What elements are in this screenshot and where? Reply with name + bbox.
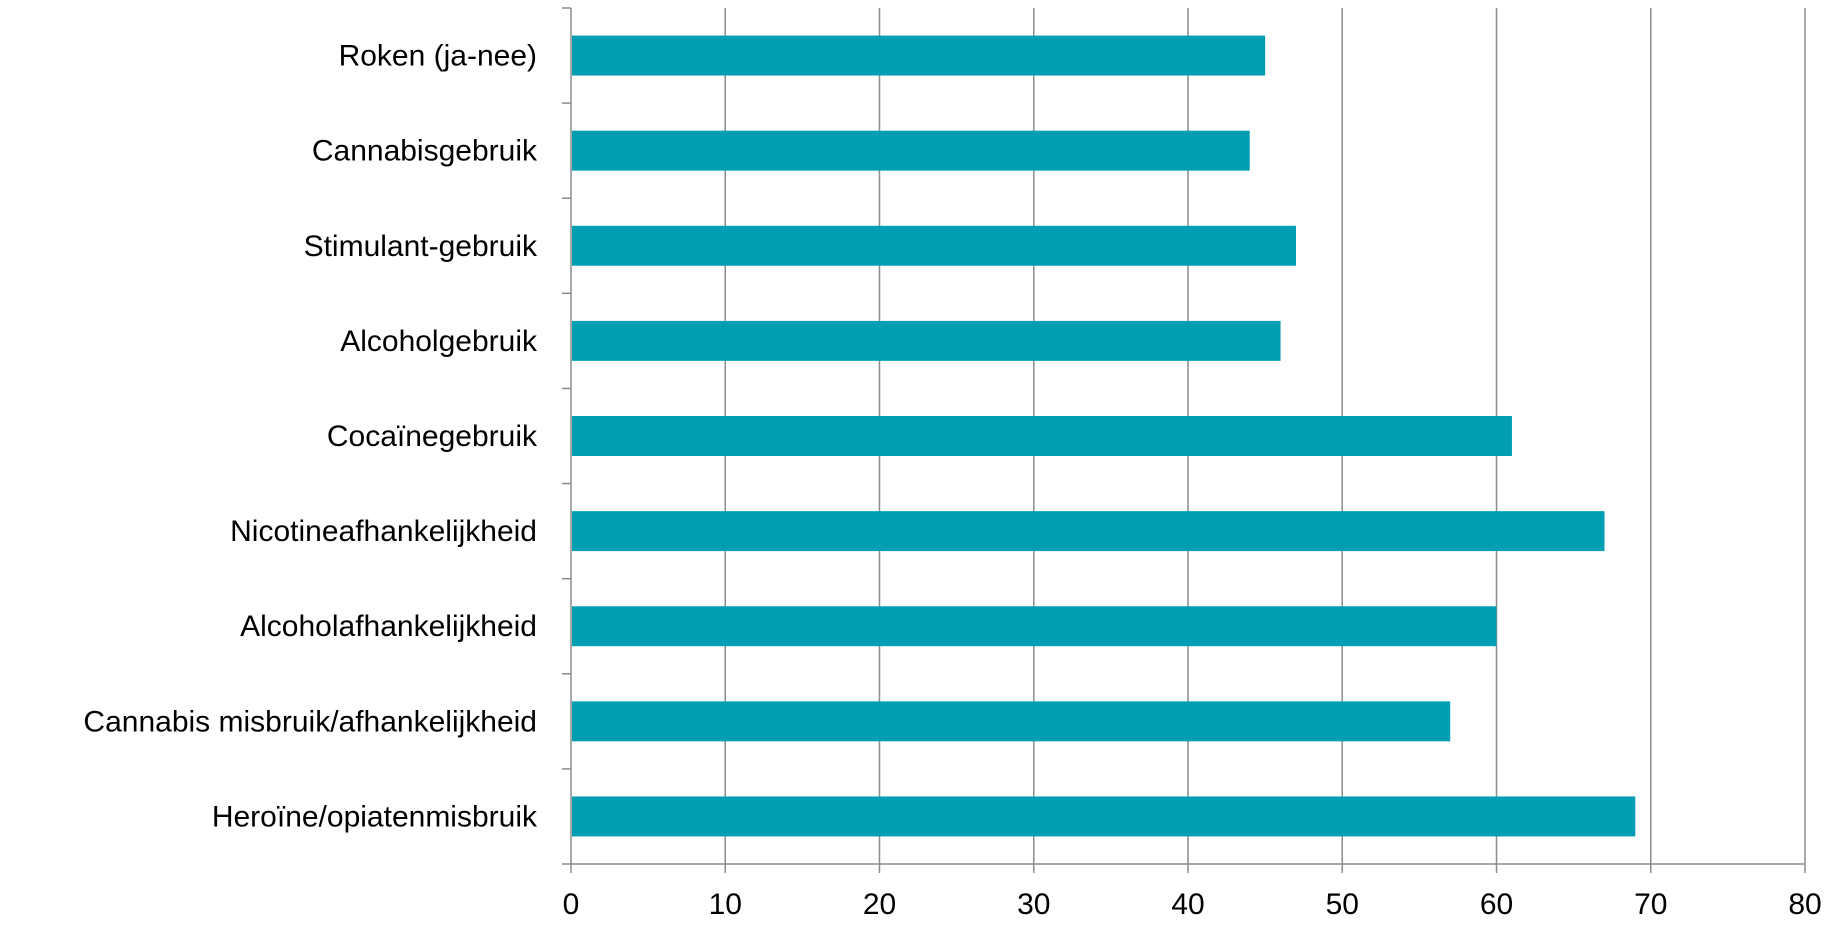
category-label: Nicotineafhankelijkheid — [230, 515, 537, 548]
x-tick-label: 50 — [1326, 888, 1359, 921]
x-tick-label: 20 — [863, 888, 896, 921]
axes — [562, 7, 1806, 873]
bar — [572, 35, 1266, 76]
bars — [572, 35, 1636, 837]
category-label: Cannabis misbruik/afhankelijkheid — [83, 705, 537, 738]
bar — [572, 416, 1512, 456]
category-label: Cannabisgebruik — [312, 135, 538, 168]
x-tick-label: 60 — [1480, 888, 1513, 921]
x-tick-label: 70 — [1634, 888, 1667, 921]
x-tick-label: 80 — [1788, 888, 1821, 921]
x-tick-label: 10 — [709, 888, 742, 921]
category-label: Cocaïnegebruik — [327, 420, 538, 453]
bar — [572, 130, 1250, 171]
bar — [572, 225, 1296, 266]
category-label: Roken (ja-nee) — [339, 40, 537, 73]
x-tick-label: 30 — [1017, 888, 1050, 921]
bar — [572, 796, 1636, 837]
x-tick-label: 40 — [1171, 888, 1204, 921]
bar — [572, 320, 1281, 361]
category-label: Stimulant-gebruik — [304, 230, 538, 263]
category-label: Alcoholgebruik — [340, 325, 538, 358]
category-label: Heroïne/opiatenmisbruik — [212, 800, 538, 833]
bar — [572, 701, 1451, 742]
bar — [572, 606, 1497, 647]
bar — [572, 511, 1605, 552]
x-tick-label: 0 — [563, 888, 580, 921]
labels: 0 10 20 30 40 50 60 70 80 Roken (ja-nee) Cannabisg… — [83, 40, 1821, 921]
category-label: Alcoholafhankelijkheid — [240, 610, 537, 643]
